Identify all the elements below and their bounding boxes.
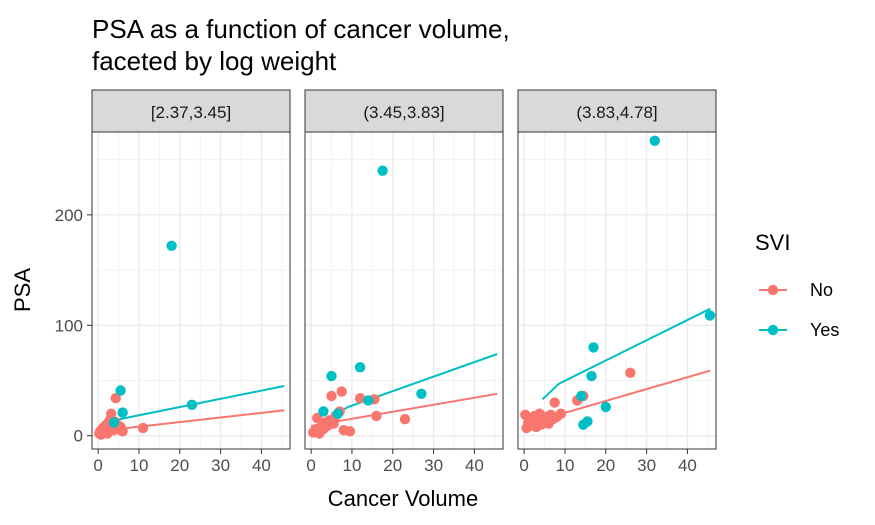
x-tick-label: 20 (383, 456, 402, 475)
legend-label: No (810, 280, 833, 300)
x-tick-label: 40 (678, 456, 697, 475)
facet-panel-3: (3.83,4.78] 0 10 20 30 40 (517, 89, 717, 475)
data-point-no (336, 386, 347, 397)
x-tick-label: 30 (211, 456, 230, 475)
data-point-yes (117, 407, 128, 418)
data-point-no (625, 367, 636, 378)
chart-title-line2: faceted by log weight (92, 46, 337, 76)
panel-border (91, 131, 291, 450)
legend-title: SVI (755, 230, 790, 255)
x-tick-label: 40 (252, 456, 271, 475)
data-point-no (312, 412, 323, 424)
data-point-no (326, 390, 337, 402)
legend-key-point (767, 284, 779, 296)
x-tick-label: 10 (555, 456, 574, 475)
fit-line-no (310, 392, 498, 427)
y-tick-label: 100 (55, 316, 83, 335)
panel-background (305, 132, 503, 449)
data-point-yes (377, 165, 388, 176)
legend-entry-yes: Yes (759, 320, 839, 340)
data-point-yes (576, 390, 587, 402)
data-point-yes (582, 416, 593, 427)
facet-strip (91, 89, 291, 133)
data-point-no (344, 426, 356, 437)
legend-key-point (767, 324, 779, 336)
x-tick-label: 10 (129, 456, 148, 475)
data-point-yes (166, 240, 177, 251)
data-point-no (549, 397, 560, 408)
chart-title: PSA as a function of cancer volume, (92, 14, 510, 44)
x-tick-label: 0 (93, 456, 102, 475)
y-tick-label: 200 (55, 206, 83, 225)
legend: SVI No Yes (755, 230, 839, 340)
y-tick-label: 0 (74, 427, 83, 446)
fit-line-yes (541, 307, 711, 401)
x-tick-label: 20 (596, 456, 615, 475)
data-point-yes (649, 135, 660, 146)
data-point-no (555, 408, 567, 419)
data-point-yes (363, 395, 374, 406)
fit-line-yes (113, 385, 285, 422)
data-point-yes (588, 342, 599, 353)
data-point-yes (318, 406, 329, 417)
x-tick-label: 10 (342, 456, 361, 475)
data-point-yes (586, 370, 597, 382)
facet-strip (517, 89, 717, 133)
facet-strip-label: [2.37,3.45] (151, 103, 231, 122)
panel-border (517, 131, 717, 450)
x-tick-label: 30 (424, 456, 443, 475)
data-point-yes (416, 388, 427, 399)
data-point-yes (115, 385, 126, 396)
legend-entry-no: No (759, 280, 833, 300)
data-point-no (137, 422, 149, 434)
facet-strip-label: (3.45,3.83] (363, 103, 444, 122)
x-tick-label: 0 (306, 456, 315, 475)
x-axis-title: Cancer Volume (328, 486, 478, 511)
data-point-no (371, 410, 382, 422)
facet-panel-1: [2.37,3.45] 0 10 20 30 40 0 100 200 (55, 89, 291, 475)
data-point-yes (332, 408, 343, 419)
data-point-yes (108, 417, 120, 428)
data-point-yes (326, 370, 337, 382)
data-point-no (110, 393, 121, 404)
data-point-yes (186, 399, 198, 410)
legend-label: Yes (810, 320, 839, 340)
panel-background (92, 132, 290, 449)
x-tick-label: 0 (519, 456, 528, 475)
panel-border (304, 131, 504, 450)
x-tick-label: 30 (637, 456, 656, 475)
panel-background (518, 132, 716, 449)
data-point-yes (354, 362, 366, 373)
x-tick-label: 20 (170, 456, 189, 475)
data-point-no (399, 414, 411, 425)
legend-entries: No Yes (759, 280, 839, 340)
facet-panel-2: (3.45,3.83] 0 10 20 30 40 (304, 89, 504, 475)
facet-strip (304, 89, 504, 133)
data-point-yes (704, 310, 716, 321)
fit-line-no (97, 409, 285, 433)
facet-strip-label: (3.83,4.78] (576, 103, 657, 122)
data-point-yes (600, 401, 611, 413)
y-axis-title: PSA (10, 268, 35, 312)
data-point-no (354, 393, 366, 404)
x-tick-label: 40 (465, 456, 484, 475)
data-point-no (117, 426, 128, 437)
